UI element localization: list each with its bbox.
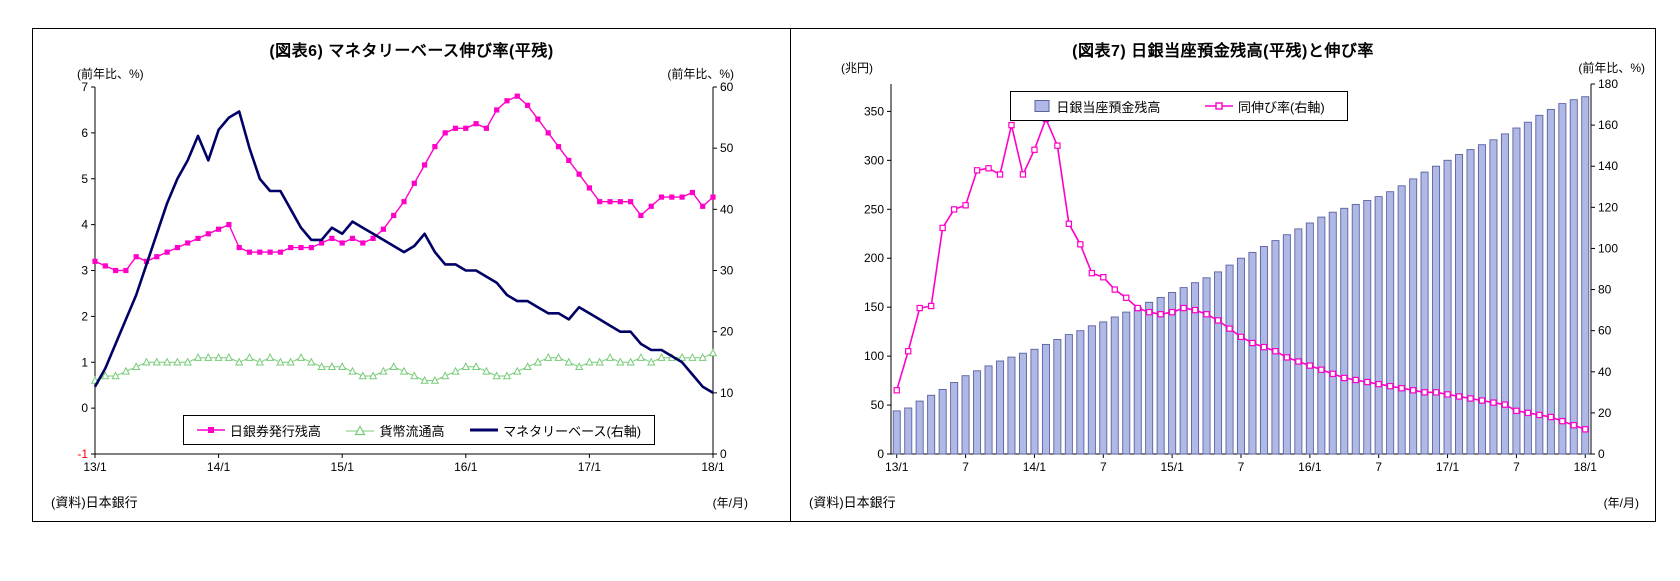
svg-text:250: 250: [864, 202, 884, 216]
svg-text:17/1: 17/1: [578, 460, 602, 474]
charts-row: 7 6 5 4 3 2 1 0 -1 60 50 40 30 20 10 0 13/1 14/1 15/1 16/1 1…: [32, 28, 1656, 522]
right-axis-unit-label: (前年比、%): [667, 67, 734, 81]
source-note-fig6: (資料)日本銀行: [51, 495, 138, 510]
chart-title-fig7: (図表7) 日銀当座預金残高(平残)と伸び率: [1072, 43, 1374, 60]
svg-text:0: 0: [81, 401, 88, 415]
svg-text:350: 350: [864, 104, 884, 118]
svg-text:-1: -1: [77, 447, 88, 461]
svg-text:100: 100: [1598, 241, 1618, 255]
svg-text:200: 200: [864, 251, 884, 265]
svg-text:15/1: 15/1: [331, 460, 355, 474]
svg-text:14/1: 14/1: [1023, 460, 1047, 474]
legend-item-growth: 同伸び率(右軸): [1205, 97, 1325, 116]
svg-text:150: 150: [864, 300, 884, 314]
navy-line-marker-icon: [470, 428, 499, 432]
svg-text:18/1: 18/1: [1574, 460, 1598, 474]
legend-fig7: 日銀当座預金残高 同伸び率(右軸): [1010, 91, 1348, 121]
svg-text:80: 80: [1598, 283, 1612, 297]
svg-text:13/1: 13/1: [83, 460, 107, 474]
green-triangle-marker-icon: [346, 424, 375, 435]
svg-text:60: 60: [1598, 324, 1612, 338]
svg-text:7: 7: [1375, 460, 1382, 474]
legend-item-banknotes: 日銀券発行残高: [196, 421, 321, 440]
right-axis-unit-label: (前年比、%): [1578, 61, 1645, 75]
svg-text:13/1: 13/1: [885, 460, 909, 474]
left-axis-unit-label: (前年比、%): [77, 67, 144, 81]
svg-text:5: 5: [81, 172, 88, 186]
svg-text:40: 40: [720, 202, 734, 216]
legend-fig6: 日銀券発行残高 貨幣流通高 マネタリーベース(右軸): [183, 415, 655, 445]
legend-label-currency: 貨幣流通高: [379, 423, 445, 439]
svg-text:50: 50: [720, 141, 734, 155]
svg-text:7: 7: [1238, 460, 1245, 474]
svg-text:16/1: 16/1: [454, 460, 478, 474]
boj-current-account-chart-canvas: 3503002502001501005001801601401201008060…: [864, 77, 1618, 474]
svg-text:16/1: 16/1: [1298, 460, 1322, 474]
svg-text:10: 10: [720, 386, 734, 400]
magenta-open-square-marker-icon: [1205, 102, 1233, 110]
svg-text:30: 30: [720, 264, 734, 278]
svg-text:18/1: 18/1: [701, 460, 725, 474]
svg-text:3: 3: [81, 264, 88, 278]
x-axis-unit-fig6: (年/月): [712, 496, 748, 510]
svg-text:15/1: 15/1: [1160, 460, 1184, 474]
bar-swatch-icon: [1034, 100, 1050, 112]
svg-text:6: 6: [81, 126, 88, 140]
svg-text:2: 2: [81, 309, 88, 323]
svg-text:60: 60: [720, 80, 734, 94]
svg-text:0: 0: [877, 447, 884, 461]
svg-text:1: 1: [81, 355, 88, 369]
legend-item-balance: 日銀当座預金残高: [1033, 97, 1160, 116]
legend-label-growth: 同伸び率(右軸): [1238, 99, 1325, 115]
legend-item-currency: 貨幣流通高: [346, 421, 444, 440]
svg-text:180: 180: [1598, 77, 1618, 91]
chart-panel-boj-current-account: 350 300 250 200 150 100 50 0 180 160 140 120 100 80 60…: [791, 28, 1656, 522]
svg-text:300: 300: [864, 153, 884, 167]
svg-text:120: 120: [1598, 200, 1618, 214]
legend-label-monetary-base: マネタリーベース(右軸): [503, 423, 642, 439]
svg-text:20: 20: [1598, 406, 1612, 420]
svg-text:7: 7: [1513, 460, 1520, 474]
svg-text:0: 0: [720, 447, 727, 461]
magenta-square-marker-icon: [196, 427, 225, 433]
svg-text:50: 50: [871, 398, 885, 412]
svg-text:7: 7: [81, 80, 88, 94]
svg-text:140: 140: [1598, 159, 1618, 173]
legend-label-balance: 日銀当座預金残高: [1056, 99, 1161, 115]
source-note-fig7: (資料)日本銀行: [809, 495, 896, 510]
svg-text:17/1: 17/1: [1436, 460, 1460, 474]
svg-text:20: 20: [720, 325, 734, 339]
svg-text:160: 160: [1598, 118, 1618, 132]
x-axis-unit-fig7: (年/月): [1603, 496, 1639, 510]
svg-text:0: 0: [1598, 447, 1605, 461]
svg-text:4: 4: [81, 218, 88, 232]
svg-text:40: 40: [1598, 365, 1612, 379]
legend-item-monetary-base: マネタリーベース(右軸): [470, 421, 641, 440]
svg-text:7: 7: [962, 460, 969, 474]
svg-text:7: 7: [1100, 460, 1107, 474]
chart-title-fig6: (図表6) マネタリーベース伸び率(平残): [269, 43, 554, 60]
legend-label-banknotes: 日銀券発行残高: [229, 423, 321, 439]
svg-text:100: 100: [864, 349, 884, 363]
chart-panel-monetary-base: 7 6 5 4 3 2 1 0 -1 60 50 40 30 20 10 0 13/1 14/1 15/1 16/1 1…: [32, 28, 791, 522]
svg-text:14/1: 14/1: [207, 460, 231, 474]
left-axis-unit-label: (兆円): [841, 61, 873, 75]
